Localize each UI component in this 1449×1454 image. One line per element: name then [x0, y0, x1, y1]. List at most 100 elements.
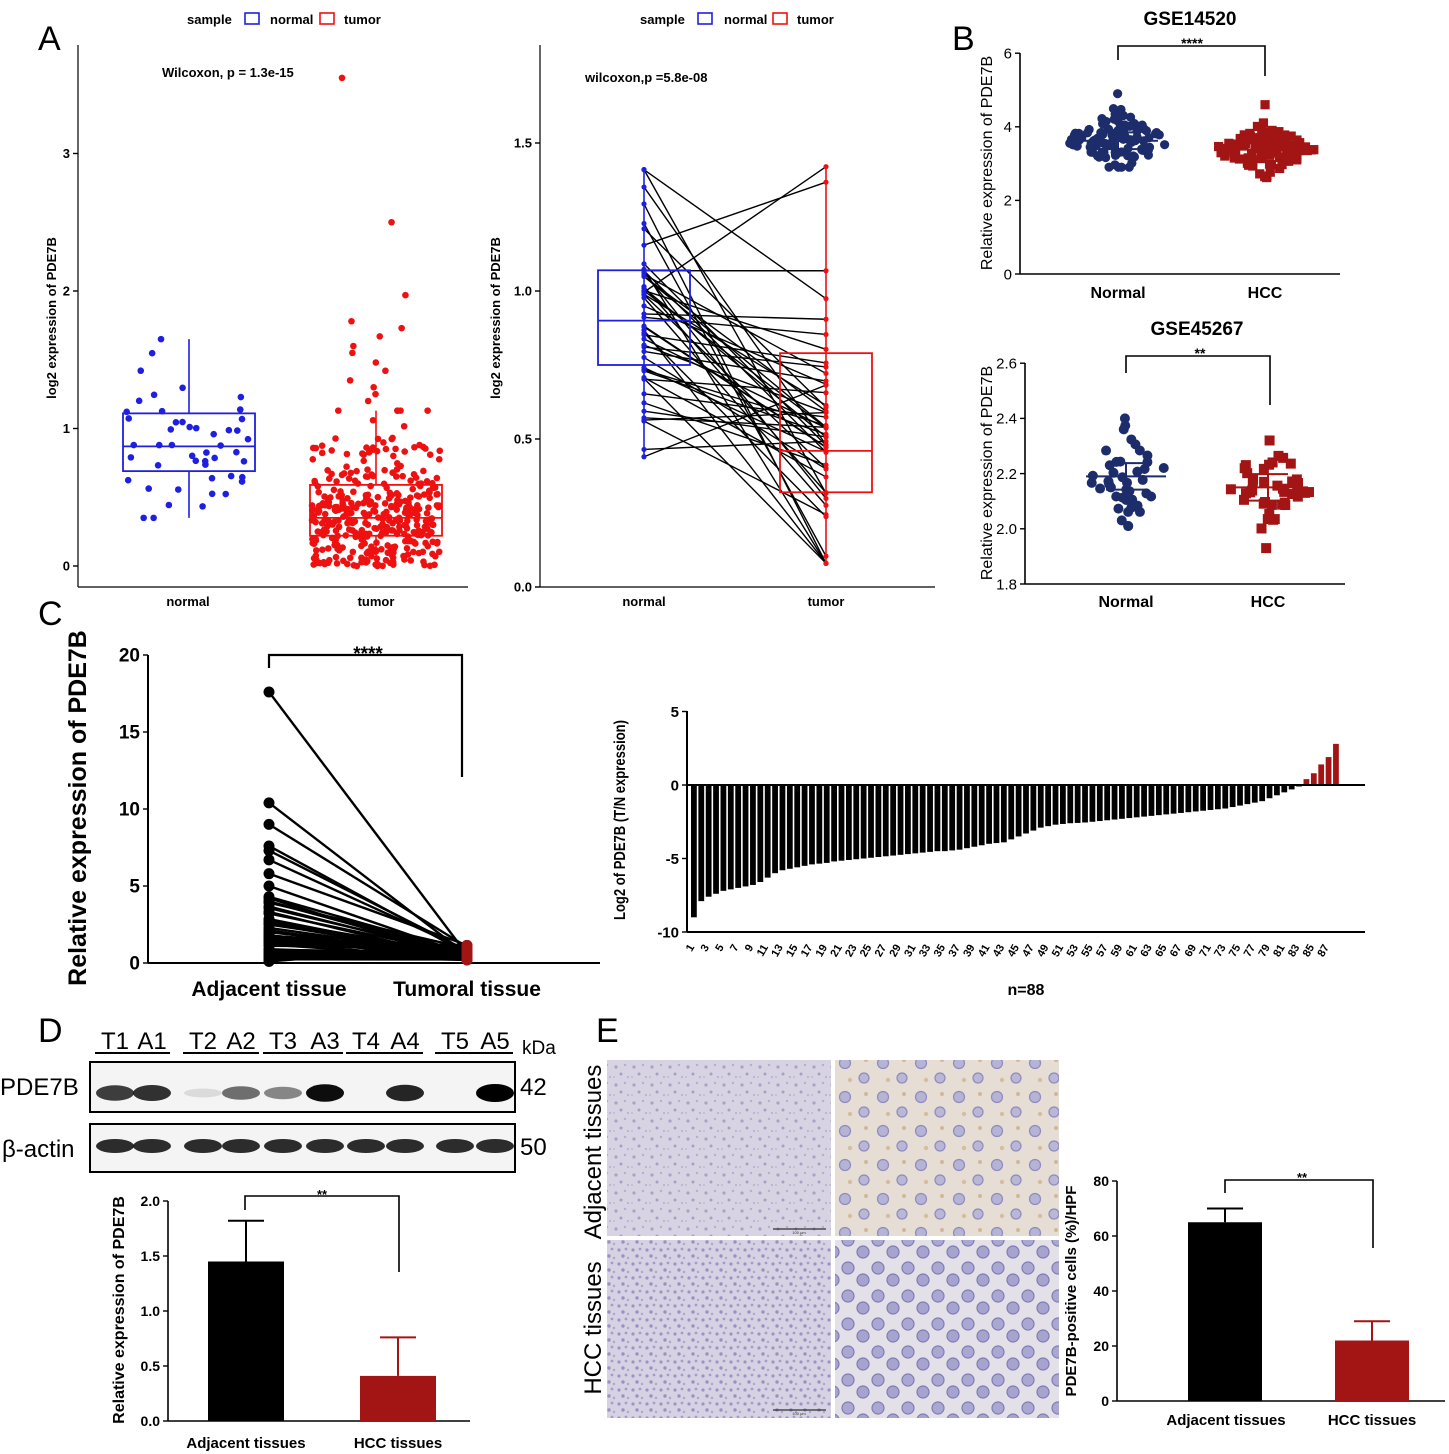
a1-point — [350, 488, 357, 496]
a1-point — [381, 500, 389, 507]
e-ytick-label-4: 80 — [1093, 1173, 1109, 1189]
a1-outlier — [364, 397, 372, 405]
e-xtick-hcc: HCC tissues — [1328, 1412, 1416, 1429]
a1-point — [237, 393, 245, 401]
a1-point — [365, 449, 373, 456]
c2-bar-55 — [1089, 785, 1096, 822]
a1-point — [379, 529, 386, 536]
b2-points-point — [1300, 487, 1311, 498]
c2-bar-53 — [1074, 785, 1081, 823]
a1-point — [321, 493, 328, 500]
b2-points-point — [1134, 506, 1145, 517]
a1-point — [413, 521, 421, 529]
b1-points-ytick-label-0: 0 — [1004, 266, 1012, 283]
b1-points-point — [1068, 140, 1078, 150]
c1-signif-bracket — [267, 653, 464, 777]
b2-points-point — [1256, 523, 1267, 534]
b2-points-point — [1105, 482, 1116, 493]
c2-bar-24 — [860, 785, 867, 859]
c2-xtick-77: 77 — [1242, 943, 1259, 960]
a1-point — [367, 498, 375, 505]
a1-point — [239, 473, 246, 481]
c2-bar-76 — [1244, 785, 1251, 805]
a1-point — [192, 457, 200, 465]
d-ytick-label-0: 0.0 — [141, 1413, 161, 1429]
e-bar-1 — [1335, 1340, 1409, 1401]
a1-point — [378, 545, 385, 553]
wb-lane-T4: T4 — [352, 1028, 380, 1055]
a1-point — [362, 491, 370, 499]
c1-pair-line — [268, 872, 468, 947]
a2-pair-line — [643, 369, 827, 427]
wb-bands — [96, 1084, 514, 1153]
a1-yticks: 0 1 2 3 — [63, 146, 78, 574]
a2-pair-line — [643, 275, 827, 428]
a1-point — [395, 523, 403, 531]
a1-point — [387, 502, 395, 510]
a2-point — [641, 391, 647, 397]
c2-bar-9 — [750, 785, 756, 885]
c2-bar-57 — [1104, 785, 1111, 821]
a1-point — [399, 472, 406, 480]
a1-point — [124, 476, 132, 484]
c2-xtick-25: 25 — [858, 943, 875, 960]
c2-bar-1 — [691, 785, 697, 918]
a2-point — [823, 502, 829, 508]
b1-points-point — [1260, 100, 1270, 110]
c2-bar-7 — [735, 785, 742, 888]
a1-point — [346, 554, 354, 562]
ihc-row-label-adjacent: Adjacent tissues — [580, 1065, 607, 1240]
b1-points-point — [1234, 154, 1244, 164]
c2-xtick-33: 33 — [917, 943, 934, 960]
b2-points-point — [1095, 483, 1106, 494]
b2-yticks: 1.8 2.0 2.2 2.4 2.6 — [996, 355, 1025, 593]
c1-pair-line — [268, 801, 468, 956]
c2-bar-84 — [1303, 779, 1310, 785]
a1-outlier — [402, 291, 409, 299]
c2-xtick-19: 19 — [814, 943, 831, 960]
a1-box-tumor — [309, 483, 443, 537]
a1-legend-tumor-label: tumor — [344, 12, 381, 27]
b1-points-point — [1125, 112, 1136, 122]
b1-points-point — [1257, 154, 1267, 164]
b1-points-point — [1306, 145, 1316, 155]
a1-legend-title: sample — [187, 12, 232, 27]
a1-point — [390, 452, 397, 460]
d-bars — [208, 1219, 436, 1421]
c2-xtick-29: 29 — [887, 943, 904, 960]
b2-points-point — [1134, 445, 1145, 456]
c2-bar-21 — [838, 785, 845, 861]
panel-d-chart: Relative expression of PDE7B 0.0 0.5 1.0 1.… — [111, 1187, 470, 1452]
a1-ytick-label-3: 3 — [63, 146, 70, 161]
a1-point — [427, 515, 435, 523]
ihc-hcc-lowmag — [607, 1240, 831, 1418]
a2-boxes — [597, 164, 873, 566]
a1-point — [369, 444, 377, 451]
a1-point — [410, 548, 417, 556]
panel-label-a: A — [38, 20, 61, 58]
wb-lane-A3: A3 — [310, 1028, 339, 1055]
a1-point — [125, 415, 133, 422]
b2-points-ytick-label-2: 2.2 — [996, 466, 1017, 483]
c2-bar-16 — [801, 785, 808, 866]
a2-pair-line — [643, 297, 827, 506]
b1-points-point — [1151, 128, 1162, 138]
a2-pair-line — [643, 275, 827, 412]
c2-xtick-13: 13 — [769, 943, 786, 960]
c2-xtick-67: 67 — [1168, 943, 1185, 960]
c2-xtick-45: 45 — [1005, 942, 1022, 959]
a2-point — [823, 438, 829, 444]
b2-points-point — [1111, 491, 1122, 502]
a1-point — [404, 537, 412, 545]
a2-ytick-label-1: 0.5 — [514, 432, 532, 447]
d-yticks: 0.0 0.5 1.0 1.5 2.0 — [141, 1193, 168, 1429]
c2-bar-45 — [1015, 785, 1022, 837]
c2-bar-64 — [1155, 785, 1162, 816]
d-bar-0 — [208, 1261, 284, 1421]
c2-yticks: -10 -5 0 5 — [657, 704, 687, 941]
a1-point — [388, 435, 396, 443]
c1-adjacent-point — [263, 868, 275, 880]
c2-xtick-51: 51 — [1050, 943, 1067, 960]
wb-band-pde7b — [476, 1084, 514, 1102]
a2-point — [823, 381, 829, 387]
